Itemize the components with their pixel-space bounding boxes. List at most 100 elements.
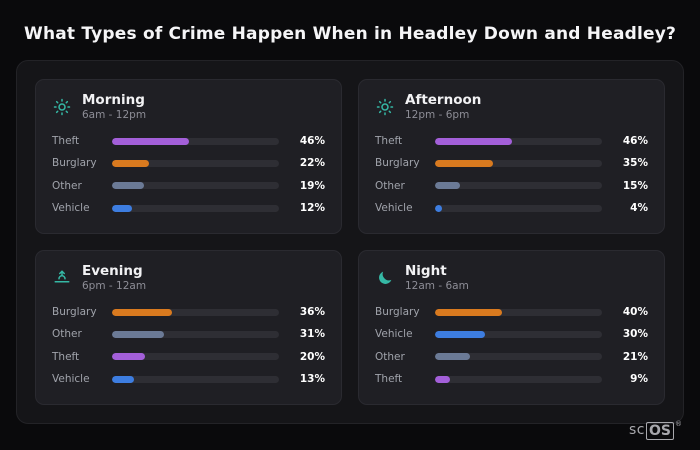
bar-track bbox=[435, 330, 602, 338]
cards-grid: Morning 6am - 12pm Theft 46% Burglary 22… bbox=[35, 79, 665, 405]
bar-value: 31% bbox=[299, 328, 325, 341]
bar-rows: Burglary 40% Vehicle 30% Other 21% bbox=[375, 302, 648, 391]
bar-fill bbox=[112, 353, 146, 361]
bar-label: Burglary bbox=[375, 157, 420, 170]
card-header: Afternoon 12pm - 6pm bbox=[375, 92, 648, 121]
bar-row: Burglary 35% bbox=[375, 153, 648, 173]
bar-track bbox=[112, 182, 279, 190]
crime-times-panel: Morning 6am - 12pm Theft 46% Burglary 22… bbox=[16, 60, 684, 424]
bar-label: Other bbox=[52, 179, 82, 192]
bar-fill bbox=[112, 330, 164, 338]
bar-label: Burglary bbox=[52, 306, 97, 319]
card-title: Evening bbox=[82, 263, 143, 279]
card-header-text: Evening 6pm - 12am bbox=[82, 263, 147, 292]
bar-track bbox=[112, 353, 279, 361]
bar-label: Burglary bbox=[375, 306, 420, 319]
bar-fill bbox=[435, 159, 494, 167]
bar-fill bbox=[112, 375, 134, 383]
bar-value: 15% bbox=[622, 179, 648, 192]
bar-fill bbox=[112, 308, 173, 316]
moon-icon bbox=[375, 268, 395, 288]
card-morning: Morning 6am - 12pm Theft 46% Burglary 22… bbox=[35, 79, 342, 234]
bar-fill bbox=[112, 137, 189, 145]
bar-label: Vehicle bbox=[375, 202, 413, 214]
card-evening: Evening 6pm - 12am Burglary 36% Other 31… bbox=[35, 250, 342, 405]
brand-box: OS bbox=[646, 422, 674, 440]
card-title: Morning bbox=[82, 92, 145, 108]
bar-row: Other 19% bbox=[52, 176, 325, 196]
card-title: Afternoon bbox=[405, 92, 482, 108]
bar-rows: Theft 46% Burglary 22% Other 19% bbox=[52, 131, 325, 220]
bar-fill bbox=[435, 137, 512, 145]
bar-value: 22% bbox=[299, 157, 325, 170]
bar-rows: Theft 46% Burglary 35% Other 15% bbox=[375, 131, 648, 220]
bar-fill bbox=[435, 375, 451, 383]
bar-label: Theft bbox=[375, 135, 403, 148]
bar-label: Vehicle bbox=[52, 373, 90, 385]
bar-row: Theft 20% bbox=[52, 347, 325, 367]
bar-row: Burglary 36% bbox=[52, 302, 325, 322]
bar-row: Theft 46% bbox=[375, 131, 648, 151]
card-header-text: Morning 6am - 12pm bbox=[82, 92, 147, 121]
bar-track bbox=[435, 308, 602, 316]
bar-label: Other bbox=[52, 328, 82, 341]
bar-row: Other 21% bbox=[375, 347, 648, 367]
card-header: Morning 6am - 12pm bbox=[52, 92, 325, 121]
bar-fill bbox=[112, 182, 144, 190]
sun-icon bbox=[52, 97, 72, 117]
bar-row: Vehicle 13% bbox=[52, 369, 325, 389]
bar-value: 35% bbox=[622, 157, 648, 170]
bar-label: Vehicle bbox=[375, 328, 413, 341]
bar-label: Theft bbox=[52, 350, 80, 363]
card-afternoon: Afternoon 12pm - 6pm Theft 46% Burglary … bbox=[358, 79, 665, 234]
bar-fill bbox=[435, 204, 442, 212]
bar-fill bbox=[112, 159, 149, 167]
bar-track bbox=[435, 204, 602, 212]
bar-row: Vehicle 12% bbox=[52, 198, 325, 218]
bar-track bbox=[112, 308, 279, 316]
bar-value: 19% bbox=[299, 179, 325, 192]
card-title: Night bbox=[405, 263, 447, 279]
bar-row: Other 15% bbox=[375, 176, 648, 196]
bar-track bbox=[435, 182, 602, 190]
bar-track bbox=[112, 204, 279, 212]
card-subtitle: 12am - 6am bbox=[405, 279, 469, 292]
card-night: Night 12am - 6am Burglary 40% Vehicle 30… bbox=[358, 250, 665, 405]
bar-label: Other bbox=[375, 179, 405, 192]
bar-value: 36% bbox=[299, 306, 325, 319]
brand-prefix: sc bbox=[629, 422, 646, 438]
bar-value: 46% bbox=[622, 135, 648, 148]
bar-row: Vehicle 4% bbox=[375, 198, 648, 218]
bar-fill bbox=[112, 204, 133, 212]
bar-value: 12% bbox=[299, 202, 325, 214]
registered-mark: ® bbox=[675, 420, 682, 428]
bar-label: Vehicle bbox=[52, 202, 90, 214]
page-title: What Types of Crime Happen When in Headl… bbox=[24, 24, 677, 44]
bar-track bbox=[112, 159, 279, 167]
bar-label: Burglary bbox=[52, 157, 97, 170]
bar-track bbox=[435, 375, 602, 383]
bar-value: 13% bbox=[299, 373, 325, 385]
bar-track bbox=[112, 375, 279, 383]
bar-row: Burglary 40% bbox=[375, 302, 648, 322]
bar-value: 46% bbox=[299, 135, 325, 148]
bar-row: Burglary 22% bbox=[52, 153, 325, 173]
bar-rows: Burglary 36% Other 31% Theft 20% bbox=[52, 302, 325, 391]
sun-icon bbox=[375, 97, 395, 117]
bar-value: 20% bbox=[299, 350, 325, 363]
card-header: Evening 6pm - 12am bbox=[52, 263, 325, 292]
bar-label: Theft bbox=[375, 373, 403, 385]
card-header: Night 12am - 6am bbox=[375, 263, 648, 292]
bar-track bbox=[435, 159, 602, 167]
bar-row: Vehicle 30% bbox=[375, 324, 648, 344]
bar-track bbox=[435, 137, 602, 145]
card-subtitle: 6pm - 12am bbox=[82, 279, 147, 292]
card-subtitle: 6am - 12pm bbox=[82, 108, 147, 121]
sunset-icon bbox=[52, 268, 72, 288]
bar-fill bbox=[435, 308, 502, 316]
bar-fill bbox=[435, 330, 486, 338]
bar-value: 30% bbox=[622, 328, 648, 341]
bar-row: Theft 9% bbox=[375, 369, 648, 389]
card-header-text: Night 12am - 6am bbox=[405, 263, 469, 292]
